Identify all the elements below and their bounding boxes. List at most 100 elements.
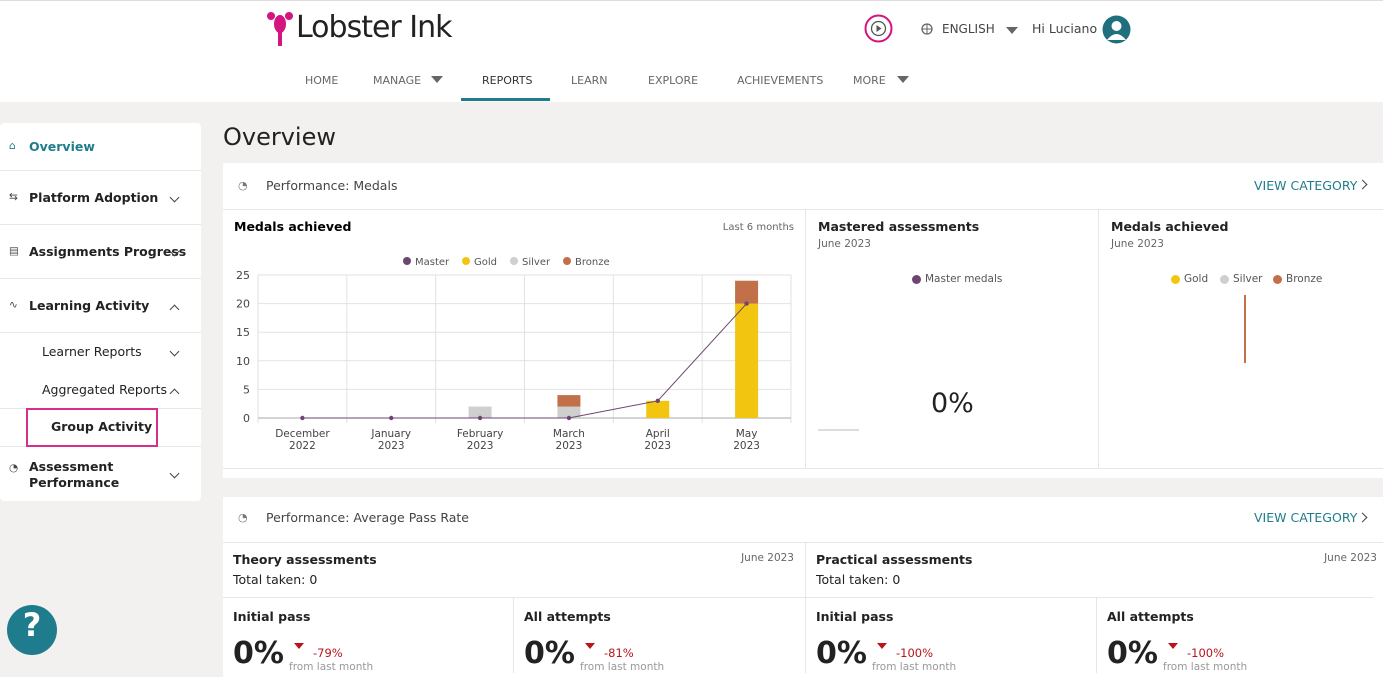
divider [223, 542, 1383, 543]
bar-segment [557, 406, 581, 418]
divider [1098, 210, 1099, 468]
line-point [655, 398, 660, 404]
x-tick-label: 2023 [733, 440, 760, 452]
x-tick-label: February [457, 428, 504, 440]
sidebar-item[interactable]: Learner Reports [42, 344, 142, 359]
nav-caret[interactable] [897, 76, 909, 83]
section-title: Performance: Average Pass Rate [266, 510, 469, 525]
legend-swatch [1171, 275, 1180, 284]
legend-label: Silver [522, 257, 551, 268]
metric-change: -100% [896, 646, 934, 660]
sidebar-icon: ⇆ [9, 191, 18, 203]
pie-slice [1244, 295, 1246, 363]
legend-label[interactable]: Bronze [1286, 273, 1323, 285]
divider [223, 597, 805, 598]
metric-note: from last month [872, 661, 957, 673]
divider [0, 278, 201, 279]
legend-label[interactable]: Gold [1184, 273, 1209, 285]
line-point [566, 415, 572, 421]
panel-title: Medals achieved [1111, 219, 1229, 234]
y-tick-label: 5 [243, 383, 250, 396]
legend-label[interactable]: Silver [1233, 273, 1263, 285]
sidebar-icon: ⌂ [9, 140, 16, 152]
line-point [389, 415, 394, 421]
metric-value: 0% [816, 636, 867, 671]
metric-change: -100% [1187, 646, 1225, 660]
metric-label: All attempts [524, 609, 611, 624]
divider [1096, 598, 1097, 673]
y-tick-label: 25 [236, 269, 250, 282]
panel-title: Theory assessments [233, 552, 377, 567]
nav-active-underline [461, 98, 550, 101]
y-tick-label: 0 [243, 412, 250, 425]
legend-label: Bronze [575, 257, 610, 268]
sidebar-item[interactable]: Overview [29, 139, 95, 154]
nav-item[interactable]: MORE [853, 74, 886, 87]
help-label[interactable]: ? [22, 606, 42, 644]
sidebar-icon: ▤ [9, 245, 19, 257]
legend-label[interactable]: Master medals [925, 273, 1003, 285]
metric-note: from last month [289, 661, 374, 673]
y-tick-label: 10 [236, 355, 250, 368]
total-taken: Total taken: 0 [816, 572, 901, 587]
chart-subtitle: Last 6 months [723, 222, 794, 233]
language-caret[interactable] [1006, 27, 1018, 34]
panel-period: June 2023 [1324, 552, 1377, 564]
chart-title: Medals achieved [234, 219, 351, 234]
metric-value: 0% [1107, 636, 1158, 671]
divider [513, 598, 514, 673]
y-tick-label: 15 [236, 326, 250, 339]
view-category[interactable]: VIEW CATEGORY [1254, 510, 1358, 525]
view-category[interactable]: VIEW CATEGORY [1254, 178, 1358, 193]
divider [806, 597, 1373, 598]
x-tick-label: March [553, 428, 585, 440]
nav-item[interactable]: ACHIEVEMENTS [737, 74, 824, 87]
sidebar-item[interactable]: Group Activity [51, 419, 153, 434]
language[interactable]: ENGLISH [942, 22, 995, 36]
sidebar-item[interactable]: Assignments Progress [29, 244, 187, 259]
nav-caret[interactable] [431, 76, 443, 83]
panel-title: Practical assessments [816, 552, 973, 567]
sidebar-item[interactable]: Aggregated Reports [42, 382, 168, 397]
nav-item[interactable]: EXPLORE [648, 74, 699, 87]
sidebar-item[interactable]: Platform Adoption [29, 190, 159, 205]
nav-item[interactable]: MANAGE [373, 74, 422, 87]
panel-period: June 2023 [1111, 238, 1164, 250]
x-tick-label: 2023 [378, 440, 405, 452]
change-arrow [1168, 643, 1178, 649]
line-series [302, 303, 747, 419]
logo[interactable]: Lobster Ink [296, 10, 453, 45]
total-taken: Total taken: 0 [233, 572, 318, 587]
legend-swatch [563, 257, 571, 265]
progress-bar [818, 429, 859, 431]
nav-item[interactable]: LEARN [571, 74, 608, 87]
play-button[interactable] [864, 14, 893, 43]
globe-icon [921, 23, 933, 35]
legend-swatch [462, 257, 470, 265]
legend-swatch [510, 257, 518, 265]
panel-period: June 2023 [818, 238, 871, 250]
sidebar-item[interactable]: Assessment Performance [29, 459, 120, 490]
x-tick-label: 2023 [556, 440, 583, 452]
section-icon: ◔ [238, 511, 248, 524]
section-title: Performance: Medals [266, 178, 398, 193]
legend-label: Master [415, 257, 450, 268]
sidebar-item[interactable]: Learning Activity [29, 298, 150, 313]
sidebar-icon: ∿ [9, 299, 18, 311]
divider [0, 332, 201, 333]
nav-item[interactable]: REPORTS [482, 74, 533, 87]
legend-swatch [912, 275, 921, 284]
sidebar-icon: ◔ [9, 462, 19, 474]
x-tick-label: 2022 [289, 440, 316, 452]
avatar[interactable] [1102, 15, 1131, 44]
help-button[interactable] [6, 604, 58, 656]
change-arrow [877, 643, 887, 649]
legend-swatch [1273, 275, 1282, 284]
greeting: Hi Luciano [1032, 21, 1098, 36]
metric-value: 0% [233, 636, 284, 671]
x-tick-label: December [275, 428, 330, 440]
metric-label: Initial pass [816, 609, 894, 624]
bar-segment [735, 303, 759, 418]
nav-item[interactable]: HOME [305, 74, 339, 87]
